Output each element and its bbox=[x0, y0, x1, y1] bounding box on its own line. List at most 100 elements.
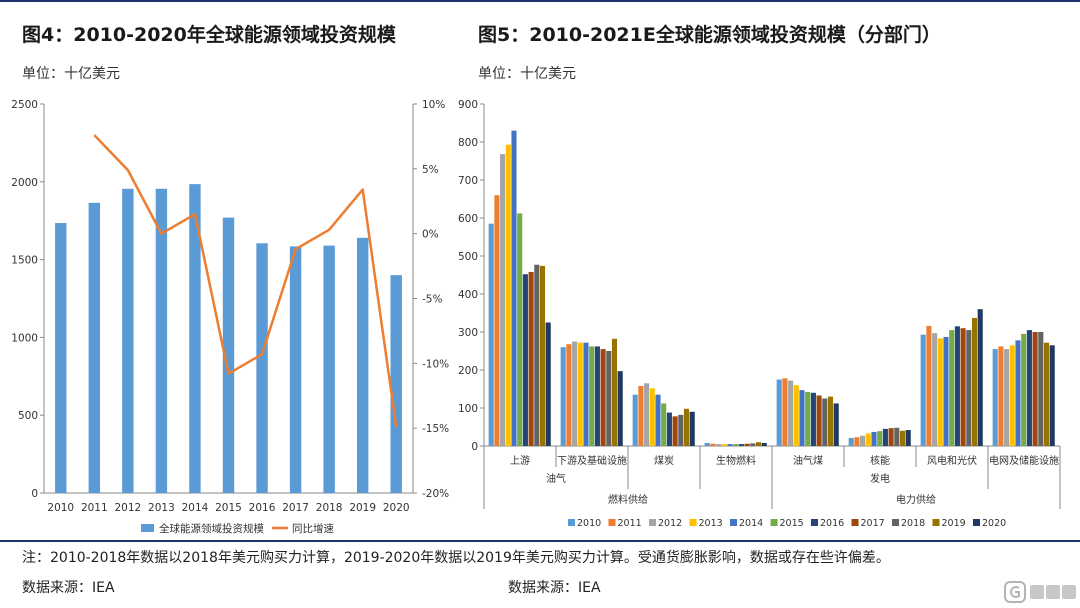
bar-sector-year bbox=[971, 317, 978, 446]
bar-sector-year bbox=[755, 442, 762, 446]
x-tick-label: 2020 bbox=[383, 502, 410, 514]
right-y-tick-label: 0% bbox=[422, 229, 439, 241]
bar-sector-year bbox=[932, 333, 938, 446]
bar-sector-year bbox=[1021, 333, 1027, 446]
x-tick-label: 2014 bbox=[182, 502, 209, 514]
right-y-tick-label: -10% bbox=[422, 358, 449, 370]
y-tick-label: 600 bbox=[458, 213, 478, 225]
bar-sector-year bbox=[894, 427, 900, 446]
legend-swatch bbox=[649, 519, 656, 526]
right-y-tick-label: -15% bbox=[422, 423, 449, 435]
bar-sector-year bbox=[505, 144, 511, 446]
top-divider bbox=[0, 0, 1080, 2]
legend-year-label: 2019 bbox=[942, 518, 966, 529]
bar-sector-year bbox=[992, 349, 998, 446]
legend-year-label: 2013 bbox=[699, 518, 723, 529]
left-figure-unit: 单位：十亿美元 bbox=[22, 66, 120, 82]
gelonghui-logo-icon bbox=[1004, 581, 1076, 603]
bar-sector-year bbox=[617, 371, 623, 446]
y-tick-label: 400 bbox=[458, 289, 478, 301]
y-tick-label: 700 bbox=[458, 175, 478, 187]
bar-sector-year bbox=[655, 394, 661, 446]
bar-sector-year bbox=[943, 336, 949, 446]
bar-sector-year bbox=[689, 411, 695, 446]
left-y-tick-label: 2000 bbox=[11, 177, 38, 189]
bar-sector-year bbox=[949, 330, 955, 446]
bar-sector-year bbox=[528, 271, 534, 446]
bar-sector-year bbox=[733, 444, 739, 446]
bar-sector-year bbox=[810, 392, 816, 446]
bar-sector-year bbox=[1004, 349, 1010, 446]
bar-sector-year bbox=[738, 444, 744, 446]
bar-sector-year bbox=[494, 195, 500, 446]
legend-line-label: 同比增速 bbox=[292, 522, 334, 535]
legend-year-label: 2015 bbox=[780, 518, 804, 529]
category-label: 风电和光伏 bbox=[927, 454, 977, 467]
bar-sector-year bbox=[1026, 330, 1032, 446]
bar-investment bbox=[222, 217, 235, 493]
legend-swatch bbox=[608, 519, 616, 526]
right-figure-title: 图5：2010-2021E全球能源领域投资规模（分部门） bbox=[478, 24, 941, 46]
bar-sector-year bbox=[577, 342, 583, 446]
bar-sector-year bbox=[545, 322, 551, 446]
legend-swatch bbox=[730, 519, 737, 526]
legend-swatch bbox=[689, 519, 697, 526]
legend-swatch bbox=[892, 519, 899, 526]
bar-investment bbox=[390, 275, 402, 493]
group-level3-label: 燃料供给 bbox=[608, 493, 648, 506]
bar-sector-year bbox=[854, 437, 860, 446]
bar-investment bbox=[256, 243, 268, 493]
bar-sector-year bbox=[937, 338, 943, 446]
bar-sector-year bbox=[905, 430, 911, 446]
y-tick-label: 500 bbox=[458, 251, 478, 263]
bar-sector-year bbox=[672, 416, 678, 446]
bar-sector-year bbox=[600, 349, 606, 446]
bar-sector-year bbox=[1049, 345, 1055, 446]
line-growth-rate bbox=[93, 134, 398, 428]
group-level2-label: 油气 bbox=[546, 472, 566, 485]
bar-sector-year bbox=[761, 442, 767, 446]
bar-investment bbox=[155, 188, 168, 493]
bar-sector-year bbox=[589, 346, 595, 446]
category-label: 生物燃料 bbox=[716, 454, 756, 467]
y-tick-label: 300 bbox=[458, 327, 478, 339]
bar-sector-year bbox=[822, 398, 828, 446]
bar-sector-year bbox=[848, 438, 854, 446]
bar-sector-year bbox=[606, 351, 612, 446]
bar-sector-year bbox=[788, 380, 794, 446]
bar-sector-year bbox=[560, 347, 566, 446]
legend-year-label: 2017 bbox=[861, 518, 885, 529]
note-divider bbox=[0, 540, 1080, 542]
category-label: 上游 bbox=[510, 454, 530, 467]
bar-sector-year bbox=[534, 264, 540, 446]
left-y-tick-label: 0 bbox=[31, 488, 38, 500]
bar-sector-year bbox=[954, 326, 960, 446]
bar-sector-year bbox=[649, 388, 655, 446]
left-y-tick-label: 1000 bbox=[11, 332, 38, 344]
bar-sector-year bbox=[716, 444, 722, 446]
category-label: 煤炭 bbox=[654, 454, 674, 467]
bar-sector-year bbox=[683, 408, 690, 446]
left-figure-title: 图4：2010-2020年全球能源领域投资规模 bbox=[22, 24, 396, 46]
legend-year-label: 2016 bbox=[820, 518, 844, 529]
x-tick-label: 2019 bbox=[349, 502, 376, 514]
legend-year-label: 2020 bbox=[982, 518, 1006, 529]
legend-year-label: 2012 bbox=[658, 518, 682, 529]
bar-sector-year bbox=[871, 431, 877, 446]
bar-sector-year bbox=[882, 428, 888, 446]
bar-sector-year bbox=[632, 394, 638, 446]
y-tick-label: 0 bbox=[471, 441, 478, 453]
bar-investment bbox=[88, 202, 101, 493]
y-tick-label: 200 bbox=[458, 365, 478, 377]
bar-sector-year bbox=[977, 309, 983, 446]
footnote: 注：2010-2018年数据以2018年美元购买力计算，2019-2020年数据… bbox=[22, 550, 890, 566]
x-tick-label: 2013 bbox=[148, 502, 175, 514]
bar-investment bbox=[122, 188, 134, 493]
bar-sector-year bbox=[782, 378, 788, 446]
right-chart: 0 100 200 300 400 500 600 700 800 900 上游 下游及基础设施 煤炭 生… bbox=[458, 99, 1061, 529]
bar-sector-year bbox=[488, 223, 494, 446]
bar-sector-year bbox=[727, 444, 733, 446]
x-tick-label: 2010 bbox=[47, 502, 74, 514]
bar-sector-year bbox=[611, 338, 618, 446]
source-right: 数据来源：IEA bbox=[508, 580, 601, 596]
